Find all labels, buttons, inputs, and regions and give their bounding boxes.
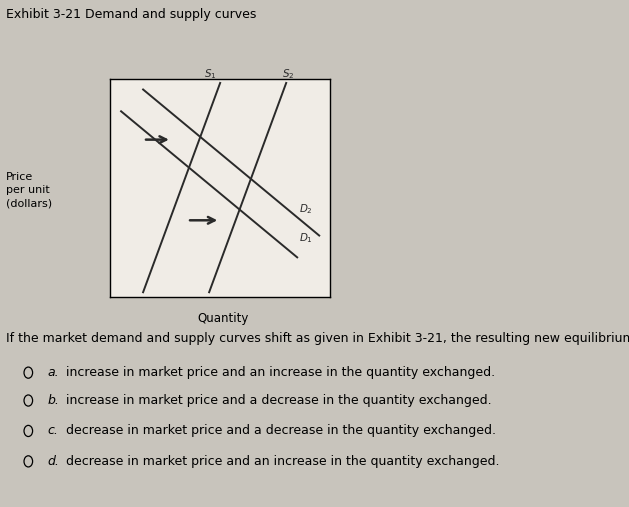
Text: increase in market price and a decrease in the quantity exchanged.: increase in market price and a decrease …	[66, 394, 492, 407]
Text: Quantity: Quantity	[198, 312, 249, 325]
Text: decrease in market price and an increase in the quantity exchanged.: decrease in market price and an increase…	[66, 455, 499, 468]
Text: increase in market price and an increase in the quantity exchanged.: increase in market price and an increase…	[66, 366, 495, 379]
Text: $D_2$: $D_2$	[299, 202, 313, 216]
Text: $S_2$: $S_2$	[282, 67, 294, 81]
Text: $D_1$: $D_1$	[299, 231, 313, 245]
Text: Exhibit 3-21 Demand and supply curves: Exhibit 3-21 Demand and supply curves	[6, 8, 257, 21]
Text: b.: b.	[47, 394, 59, 407]
Text: c.: c.	[47, 424, 58, 438]
Text: decrease in market price and a decrease in the quantity exchanged.: decrease in market price and a decrease …	[66, 424, 496, 438]
Text: Price
per unit
(dollars): Price per unit (dollars)	[6, 172, 52, 208]
Text: d.: d.	[47, 455, 59, 468]
Text: a.: a.	[47, 366, 58, 379]
Text: $S_1$: $S_1$	[204, 67, 216, 81]
Text: If the market demand and supply curves shift as given in Exhibit 3-21, the resul: If the market demand and supply curves s…	[6, 332, 629, 345]
